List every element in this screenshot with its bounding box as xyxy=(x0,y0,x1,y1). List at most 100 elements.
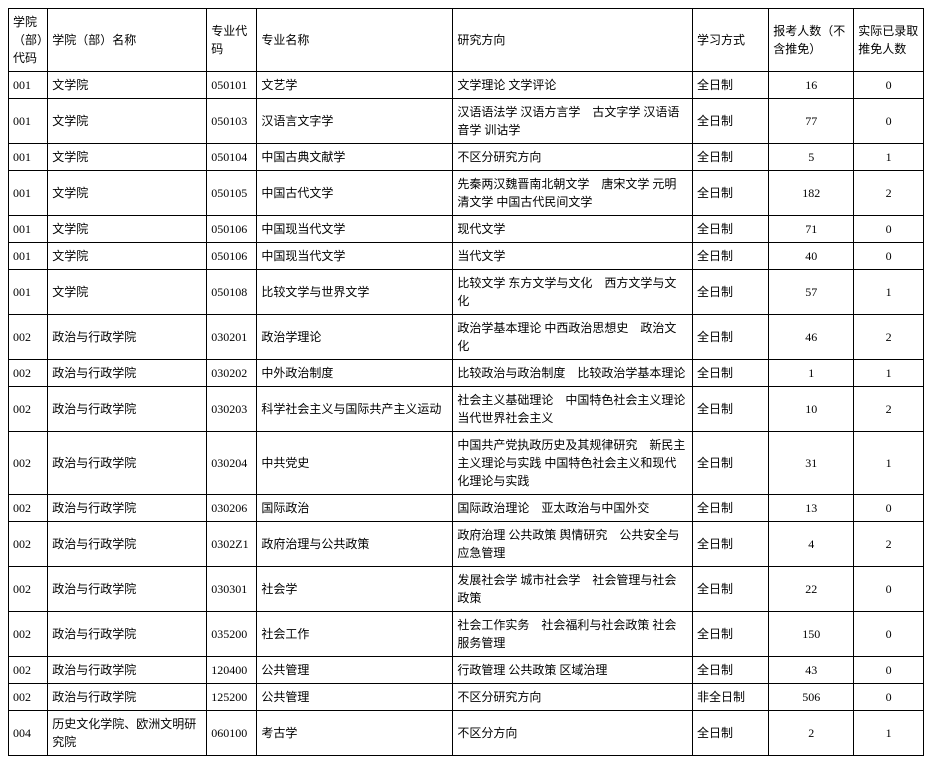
cell-direction: 发展社会学 城市社会学 社会管理与社会政策 xyxy=(453,567,693,612)
header-study-mode: 学习方式 xyxy=(693,9,769,72)
cell-applicants: 22 xyxy=(769,567,854,612)
header-major-name: 专业名称 xyxy=(257,9,453,72)
table-row: 002政治与行政学院120400公共管理行政管理 公共政策 区域治理全日制430 xyxy=(9,657,924,684)
cell-school-name: 文学院 xyxy=(48,99,207,144)
cell-major-name: 中国现当代文学 xyxy=(257,216,453,243)
cell-admitted: 1 xyxy=(854,711,924,756)
cell-direction: 不区分方向 xyxy=(453,711,693,756)
cell-admitted: 1 xyxy=(854,270,924,315)
cell-major-code: 035200 xyxy=(207,612,257,657)
cell-direction: 国际政治理论 亚太政治与中国外交 xyxy=(453,495,693,522)
cell-major-name: 公共管理 xyxy=(257,657,453,684)
table-row: 001文学院050103汉语言文字学汉语语法学 汉语方言学 古文字学 汉语语音学… xyxy=(9,99,924,144)
cell-school-name: 文学院 xyxy=(48,270,207,315)
cell-admitted: 0 xyxy=(854,657,924,684)
cell-school-code: 001 xyxy=(9,144,48,171)
cell-admitted: 2 xyxy=(854,522,924,567)
table-row: 002政治与行政学院030201政治学理论政治学基本理论 中西政治思想史 政治文… xyxy=(9,315,924,360)
cell-school-name: 文学院 xyxy=(48,216,207,243)
cell-major-code: 050101 xyxy=(207,72,257,99)
table-row: 002政治与行政学院030301社会学发展社会学 城市社会学 社会管理与社会政策… xyxy=(9,567,924,612)
cell-admitted: 0 xyxy=(854,495,924,522)
cell-direction: 行政管理 公共政策 区域治理 xyxy=(453,657,693,684)
cell-school-name: 政治与行政学院 xyxy=(48,360,207,387)
cell-admitted: 0 xyxy=(854,216,924,243)
cell-major-code: 030203 xyxy=(207,387,257,432)
cell-major-name: 科学社会主义与国际共产主义运动 xyxy=(257,387,453,432)
cell-study-mode: 全日制 xyxy=(693,99,769,144)
cell-direction: 当代文学 xyxy=(453,243,693,270)
cell-applicants: 16 xyxy=(769,72,854,99)
table-row: 001文学院050104中国古典文献学不区分研究方向全日制51 xyxy=(9,144,924,171)
table-row: 002政治与行政学院030202中外政治制度比较政治与政治制度 比较政治学基本理… xyxy=(9,360,924,387)
cell-school-code: 002 xyxy=(9,360,48,387)
cell-school-code: 001 xyxy=(9,72,48,99)
cell-school-name: 政治与行政学院 xyxy=(48,612,207,657)
cell-applicants: 150 xyxy=(769,612,854,657)
cell-admitted: 1 xyxy=(854,432,924,495)
header-school-name: 学院（部）名称 xyxy=(48,9,207,72)
cell-direction: 比较文学 东方文学与文化 西方文学与文化 xyxy=(453,270,693,315)
cell-admitted: 1 xyxy=(854,144,924,171)
cell-admitted: 1 xyxy=(854,360,924,387)
cell-major-name: 中共党史 xyxy=(257,432,453,495)
cell-major-name: 公共管理 xyxy=(257,684,453,711)
table-row: 004历史文化学院、欧洲文明研究院060100考古学不区分方向全日制21 xyxy=(9,711,924,756)
cell-school-name: 文学院 xyxy=(48,144,207,171)
cell-admitted: 0 xyxy=(854,243,924,270)
cell-school-name: 文学院 xyxy=(48,243,207,270)
cell-major-code: 120400 xyxy=(207,657,257,684)
cell-direction: 社会工作实务 社会福利与社会政策 社会服务管理 xyxy=(453,612,693,657)
cell-school-code: 002 xyxy=(9,567,48,612)
cell-major-name: 国际政治 xyxy=(257,495,453,522)
cell-applicants: 10 xyxy=(769,387,854,432)
cell-school-code: 002 xyxy=(9,657,48,684)
cell-school-code: 001 xyxy=(9,171,48,216)
cell-direction: 比较政治与政治制度 比较政治学基本理论 xyxy=(453,360,693,387)
cell-major-name: 文艺学 xyxy=(257,72,453,99)
cell-applicants: 13 xyxy=(769,495,854,522)
cell-direction: 政府治理 公共政策 舆情研究 公共安全与应急管理 xyxy=(453,522,693,567)
cell-study-mode: 非全日制 xyxy=(693,684,769,711)
table-row: 001文学院050105中国古代文学先秦两汉魏晋南北朝文学 唐宋文学 元明清文学… xyxy=(9,171,924,216)
cell-major-code: 030206 xyxy=(207,495,257,522)
table-row: 001文学院050108比较文学与世界文学比较文学 东方文学与文化 西方文学与文… xyxy=(9,270,924,315)
cell-major-code: 050104 xyxy=(207,144,257,171)
cell-study-mode: 全日制 xyxy=(693,171,769,216)
cell-major-name: 中外政治制度 xyxy=(257,360,453,387)
cell-applicants: 46 xyxy=(769,315,854,360)
table-row: 002政治与行政学院0302Z1政府治理与公共政策政府治理 公共政策 舆情研究 … xyxy=(9,522,924,567)
cell-applicants: 31 xyxy=(769,432,854,495)
cell-applicants: 4 xyxy=(769,522,854,567)
cell-applicants: 43 xyxy=(769,657,854,684)
cell-major-code: 050105 xyxy=(207,171,257,216)
cell-direction: 现代文学 xyxy=(453,216,693,243)
header-major-code: 专业代码 xyxy=(207,9,257,72)
table-row: 002政治与行政学院030203科学社会主义与国际共产主义运动社会主义基础理论 … xyxy=(9,387,924,432)
table-row: 001文学院050106中国现当代文学现代文学全日制710 xyxy=(9,216,924,243)
cell-major-name: 社会工作 xyxy=(257,612,453,657)
cell-study-mode: 全日制 xyxy=(693,522,769,567)
cell-school-code: 002 xyxy=(9,612,48,657)
cell-major-name: 政府治理与公共政策 xyxy=(257,522,453,567)
cell-school-name: 政治与行政学院 xyxy=(48,522,207,567)
cell-applicants: 182 xyxy=(769,171,854,216)
cell-school-code: 002 xyxy=(9,684,48,711)
cell-applicants: 5 xyxy=(769,144,854,171)
cell-admitted: 2 xyxy=(854,387,924,432)
cell-school-name: 政治与行政学院 xyxy=(48,432,207,495)
cell-major-name: 考古学 xyxy=(257,711,453,756)
cell-major-name: 政治学理论 xyxy=(257,315,453,360)
cell-study-mode: 全日制 xyxy=(693,216,769,243)
cell-school-code: 004 xyxy=(9,711,48,756)
cell-study-mode: 全日制 xyxy=(693,711,769,756)
cell-major-name: 中国现当代文学 xyxy=(257,243,453,270)
cell-applicants: 71 xyxy=(769,216,854,243)
cell-school-code: 002 xyxy=(9,315,48,360)
cell-admitted: 0 xyxy=(854,567,924,612)
header-applicants: 报考人数（不含推免） xyxy=(769,9,854,72)
cell-admitted: 2 xyxy=(854,315,924,360)
cell-school-code: 002 xyxy=(9,432,48,495)
cell-admitted: 0 xyxy=(854,72,924,99)
cell-major-code: 0302Z1 xyxy=(207,522,257,567)
